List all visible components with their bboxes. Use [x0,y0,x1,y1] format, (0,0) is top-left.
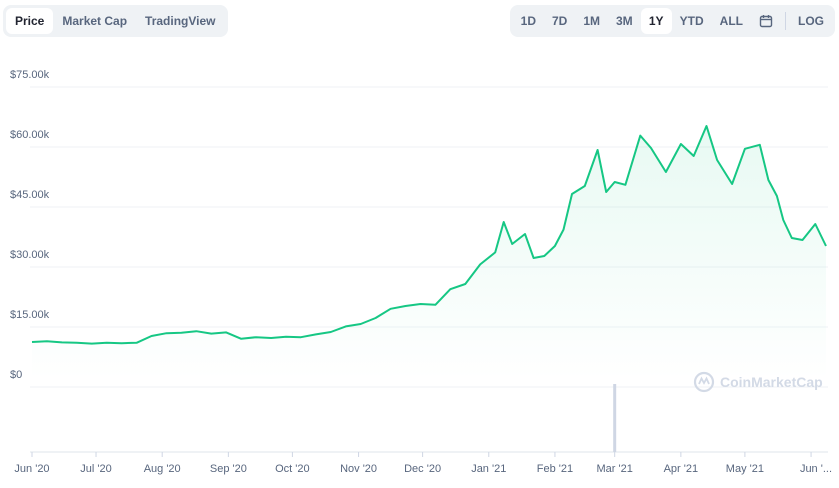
x-tick-label: Sep '20 [210,463,247,475]
x-tick-label: Apr '21 [664,463,699,475]
range-ytd-button[interactable]: YTD [679,14,704,28]
tab-market-cap[interactable]: Market Cap [62,14,128,28]
y-tick-label: $0 [10,369,22,381]
range-3m-button[interactable]: 3M [616,14,633,28]
x-tick-label: Jun '20 [14,463,49,475]
range-selector: 1D 7D 1M 3M 1Y YTD ALL LOG [509,5,835,37]
price-area [32,126,826,380]
x-tick-label: Jul '20 [80,463,111,475]
tab-price[interactable]: Price [6,8,54,34]
price-line [31,125,827,345]
x-tick-label: Aug '20 [144,463,181,475]
x-tick-label: Mar '21 [597,463,633,475]
y-tick-label: $75.00k [10,69,50,81]
x-tick-label: Jun '... [800,463,832,475]
range-1m-button[interactable]: 1M [583,14,600,28]
y-tick-label: $60.00k [10,129,50,141]
x-tick-label: Oct '20 [275,463,310,475]
calendar-button[interactable] [751,8,781,34]
calendar-icon [759,15,773,28]
log-scale-button[interactable]: LOG [798,14,824,28]
range-1d-button[interactable]: 1D [520,14,536,28]
range-1y-button[interactable]: 1Y [640,8,672,34]
x-tick-label: Feb '21 [537,463,573,475]
range-divider [785,12,786,30]
range-7d-button[interactable]: 7D [551,14,568,28]
x-tick-label: Jan '21 [471,463,506,475]
range-all-button[interactable]: ALL [719,14,743,28]
y-tick-label: $30.00k [10,249,50,261]
x-tick-label: May '21 [726,463,764,475]
y-tick-label: $45.00k [10,189,50,201]
volume-bar [613,384,617,452]
tab-tradingview[interactable]: TradingView [145,14,216,28]
x-tick-label: Dec '20 [404,463,441,475]
chart-tab-group: Price Market Cap TradingView [3,5,228,37]
y-tick-label: $15.00k [10,309,50,321]
x-tick-label: Nov '20 [340,463,377,475]
